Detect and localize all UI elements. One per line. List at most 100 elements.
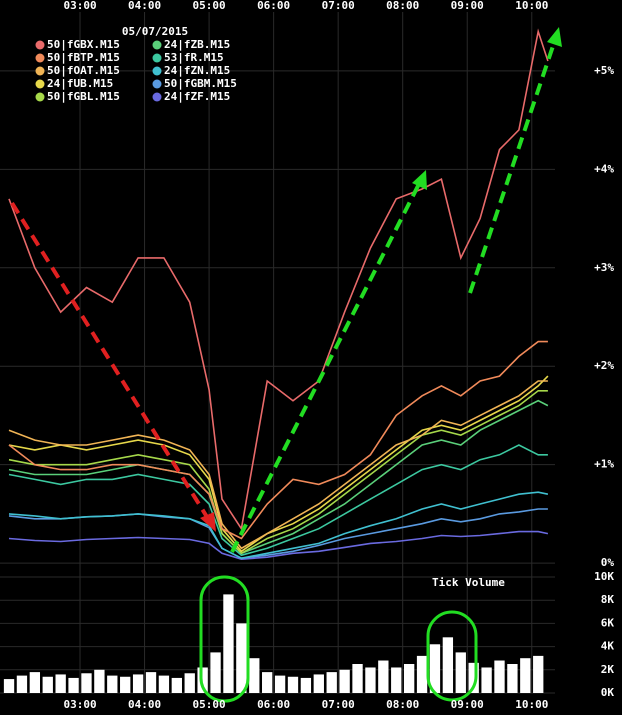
volume-bar — [68, 677, 79, 693]
legend-label: 50|fGBL.M15 — [47, 90, 120, 103]
volume-bar — [429, 644, 441, 693]
x-tick-label: 04:00 — [128, 0, 161, 12]
series-line — [8, 444, 548, 557]
x-tick-label: 08:00 — [386, 0, 419, 12]
legend-swatch — [152, 92, 162, 102]
legend-swatch — [35, 66, 45, 76]
x-tick-label: 09:00 — [451, 0, 484, 12]
volume-bar — [184, 673, 195, 693]
legend-label: 24|fZN.M15 — [164, 64, 230, 77]
grid — [0, 12, 555, 694]
down-arrow — [10, 201, 214, 527]
x-tick-label: 09:00 — [451, 698, 484, 711]
y-tick-label: 6K — [601, 616, 615, 629]
legend-label: 24|fZB.M15 — [164, 38, 230, 51]
volume-bar — [494, 660, 505, 693]
volume-bar — [42, 676, 53, 693]
volume-bar — [533, 655, 544, 693]
volume-bar — [249, 658, 260, 693]
y-tick-label: +1% — [594, 458, 614, 471]
volume-bar — [223, 594, 234, 693]
legend-swatch — [35, 79, 45, 89]
volume-bar — [197, 667, 208, 693]
legend-label: 50|fBTP.M15 — [47, 51, 120, 64]
volume-bar — [145, 672, 157, 693]
x-tick-label: 06:00 — [257, 698, 290, 711]
series-line — [8, 390, 548, 555]
x-tick-label: 05:00 — [193, 0, 226, 12]
legend-swatch — [35, 40, 45, 50]
volume-bar — [507, 664, 518, 693]
volume-bar — [55, 674, 66, 693]
up-arrow — [230, 181, 422, 553]
highlight-ellipse — [199, 575, 250, 703]
volume-bar — [262, 672, 273, 693]
volume-bar — [3, 679, 15, 693]
legend-label: 50|fGBX.M15 — [47, 38, 120, 51]
y-tick-label: 0% — [601, 556, 615, 569]
volume-bar — [236, 623, 247, 693]
volume-bar — [313, 674, 324, 693]
volume-bar — [416, 655, 428, 693]
volume-bar — [16, 675, 28, 693]
series-line — [8, 380, 548, 550]
legend-swatch — [152, 53, 162, 63]
y-tick-label: +2% — [594, 359, 614, 372]
y-tick-label: 2K — [601, 663, 615, 676]
legend-swatch — [152, 66, 162, 76]
highlight-ellipse — [426, 610, 478, 702]
volume-bar — [481, 667, 492, 693]
volume-bar — [210, 652, 221, 693]
volume-bar — [107, 675, 118, 693]
volume-bar — [455, 652, 466, 693]
legend-swatch — [35, 92, 45, 102]
volume-bar — [442, 637, 454, 693]
legend-swatch — [152, 79, 162, 89]
volume-bar — [94, 669, 105, 693]
legend-swatch — [35, 53, 45, 63]
series-line — [8, 399, 549, 555]
y-tick-label: 8K — [601, 593, 615, 606]
y-tick-label: +3% — [594, 261, 614, 274]
y-tick-label: 4K — [601, 640, 615, 653]
volume-bar — [391, 667, 402, 693]
volume-bar — [468, 662, 479, 693]
annotation: Tick Volume — [432, 576, 505, 589]
volume-bar — [378, 660, 389, 693]
volume-bar — [274, 675, 286, 693]
series-line — [8, 491, 549, 560]
volume-bar — [339, 669, 350, 693]
x-tick-label: 04:00 — [128, 698, 161, 711]
arrow-head — [412, 170, 427, 190]
labels: 03:00 03:00 04:00 04:00 05:00 05:00 06:00 06:00… — [35, 0, 615, 711]
x-tick-label: 06:00 — [257, 0, 290, 12]
series-line — [8, 375, 549, 553]
y-tick-label: +5% — [594, 64, 614, 77]
x-tick-label: 07:00 — [322, 698, 355, 711]
legend-swatch — [152, 40, 162, 50]
x-tick-label: 10:00 — [515, 0, 548, 12]
legend-label: 24|fZF.M15 — [164, 90, 230, 103]
up-arrow — [468, 39, 557, 294]
volume-bar — [300, 677, 312, 693]
volume-bar — [352, 664, 363, 693]
volume-bar — [365, 667, 376, 693]
legend-label: 53|fR.M15 — [164, 51, 224, 64]
x-tick-label: 03:00 — [63, 0, 96, 12]
x-tick-label: 03:00 — [63, 698, 96, 711]
volume-bar — [81, 673, 92, 693]
y-tick-label: 10K — [594, 570, 614, 583]
volume-bar — [403, 664, 415, 693]
x-tick-label: 10:00 — [515, 698, 548, 711]
volume-bar — [287, 676, 299, 693]
x-tick-label: 08:00 — [386, 698, 419, 711]
volume-bar — [29, 672, 41, 693]
volume-bar — [120, 676, 131, 693]
volume-bar — [520, 658, 531, 693]
legend-label: 50|fGBM.M15 — [164, 77, 237, 90]
legend-label: 50|fOAT.M15 — [47, 64, 120, 77]
volume-bar — [326, 672, 337, 693]
arrow-head — [200, 512, 216, 532]
